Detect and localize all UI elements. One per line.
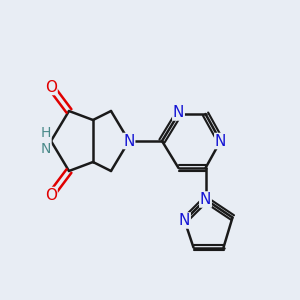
Text: H
N: H N — [40, 126, 51, 156]
Text: N: N — [215, 134, 226, 148]
Text: N: N — [179, 213, 190, 228]
Text: N: N — [200, 192, 211, 207]
Text: N: N — [123, 134, 135, 148]
Text: O: O — [45, 80, 57, 94]
Text: O: O — [45, 188, 57, 202]
Text: N: N — [173, 105, 184, 120]
